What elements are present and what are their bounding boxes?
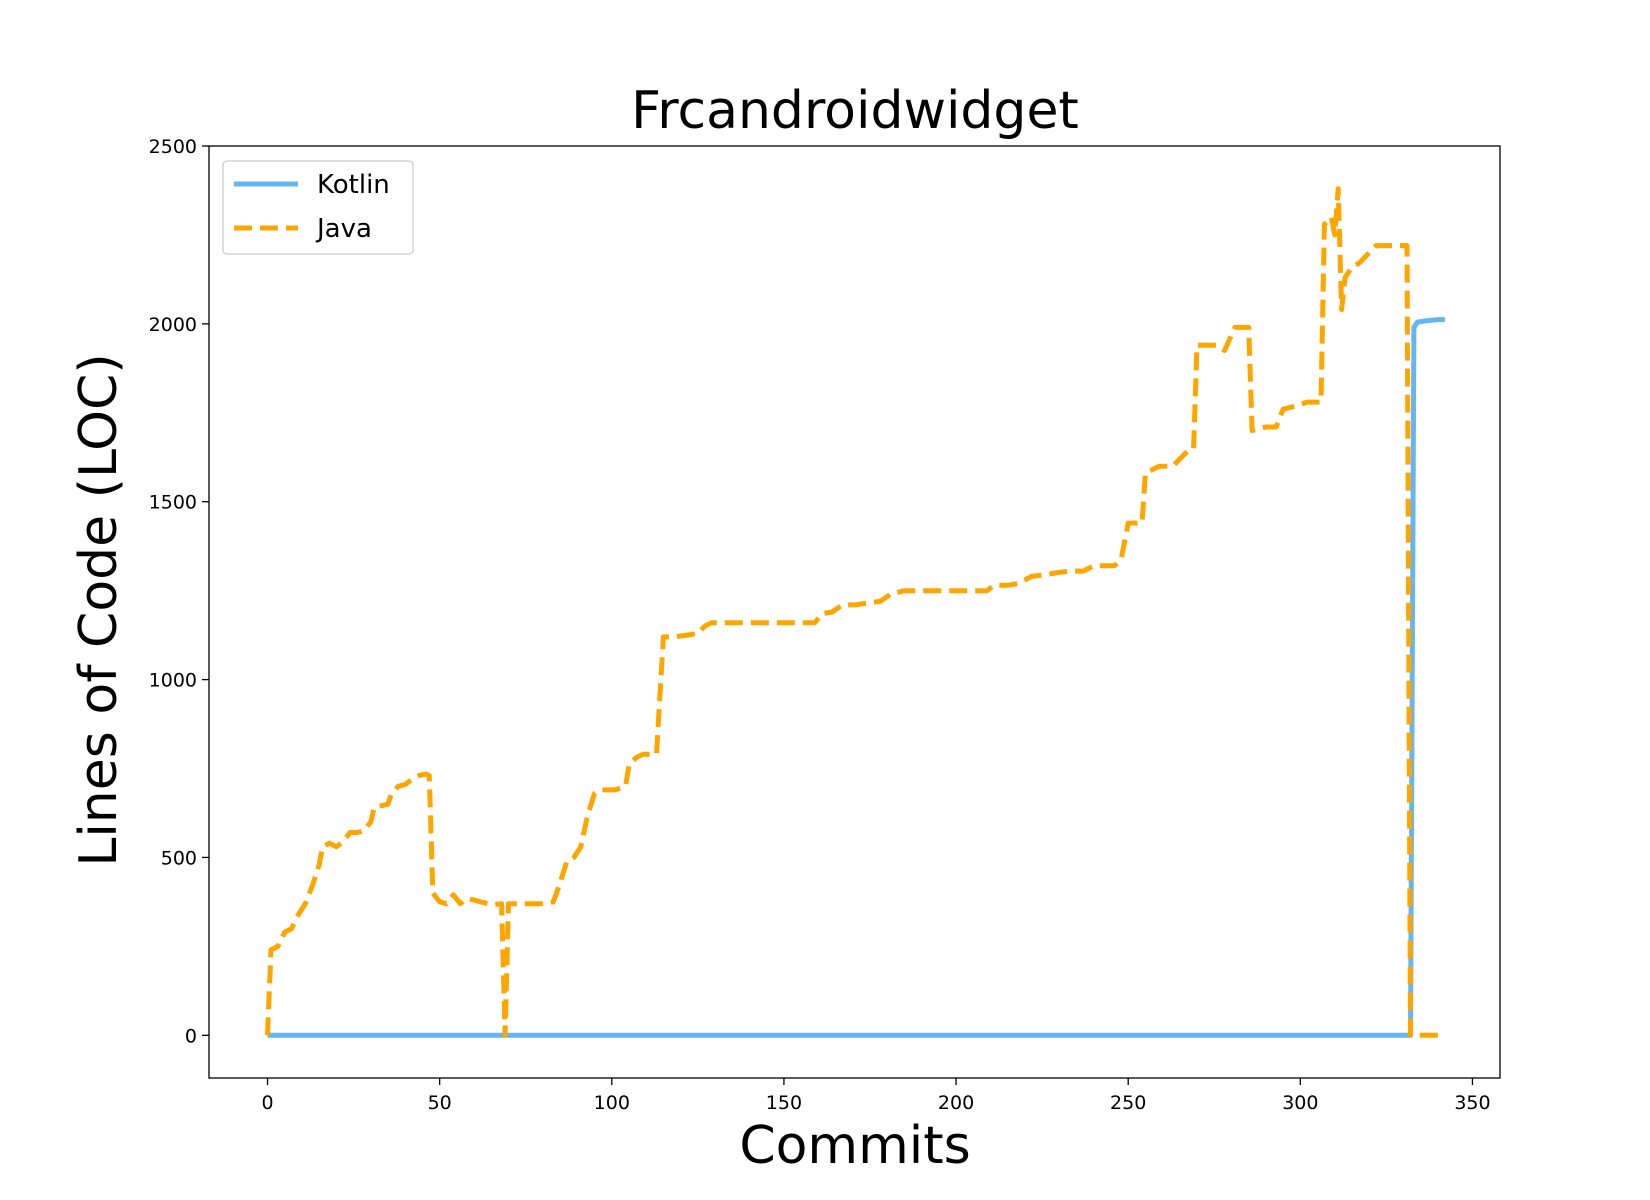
y-tick-label: 500 [161, 847, 197, 869]
x-tick-label: 150 [766, 1092, 802, 1114]
x-tick-label: 300 [1282, 1092, 1318, 1114]
y-tick-label: 2000 [149, 314, 197, 336]
legend: Kotlin Java [222, 160, 414, 255]
x-tick-label: 0 [261, 1092, 273, 1114]
x-tick-label: 250 [1110, 1092, 1146, 1114]
x-tick-label: 350 [1454, 1092, 1490, 1114]
y-axis-label: Lines of Code (LOC) [69, 353, 129, 866]
y-tick-label: 2500 [149, 136, 197, 158]
x-tick-label: 200 [938, 1092, 974, 1114]
legend-label-kotlin: Kotlin [317, 170, 390, 200]
legend-label-java: Java [315, 214, 372, 244]
x-tick-label: 50 [428, 1092, 452, 1114]
series-line-java [265, 186, 1442, 1038]
tick-layer: 0 50 100 150 200 250 300 350 0 500 1000 1500 2000 250… [149, 136, 1491, 1114]
x-tick-label: 100 [594, 1092, 630, 1114]
y-tick-label: 0 [185, 1025, 197, 1047]
plot-frame [208, 145, 1501, 1079]
y-tick-label: 1000 [149, 670, 197, 692]
y-tick-label: 1500 [149, 492, 197, 514]
series-layer [265, 186, 1445, 1038]
chart-title: Frcandroidwidget [631, 81, 1079, 141]
x-axis-label: Commits [739, 1116, 970, 1176]
